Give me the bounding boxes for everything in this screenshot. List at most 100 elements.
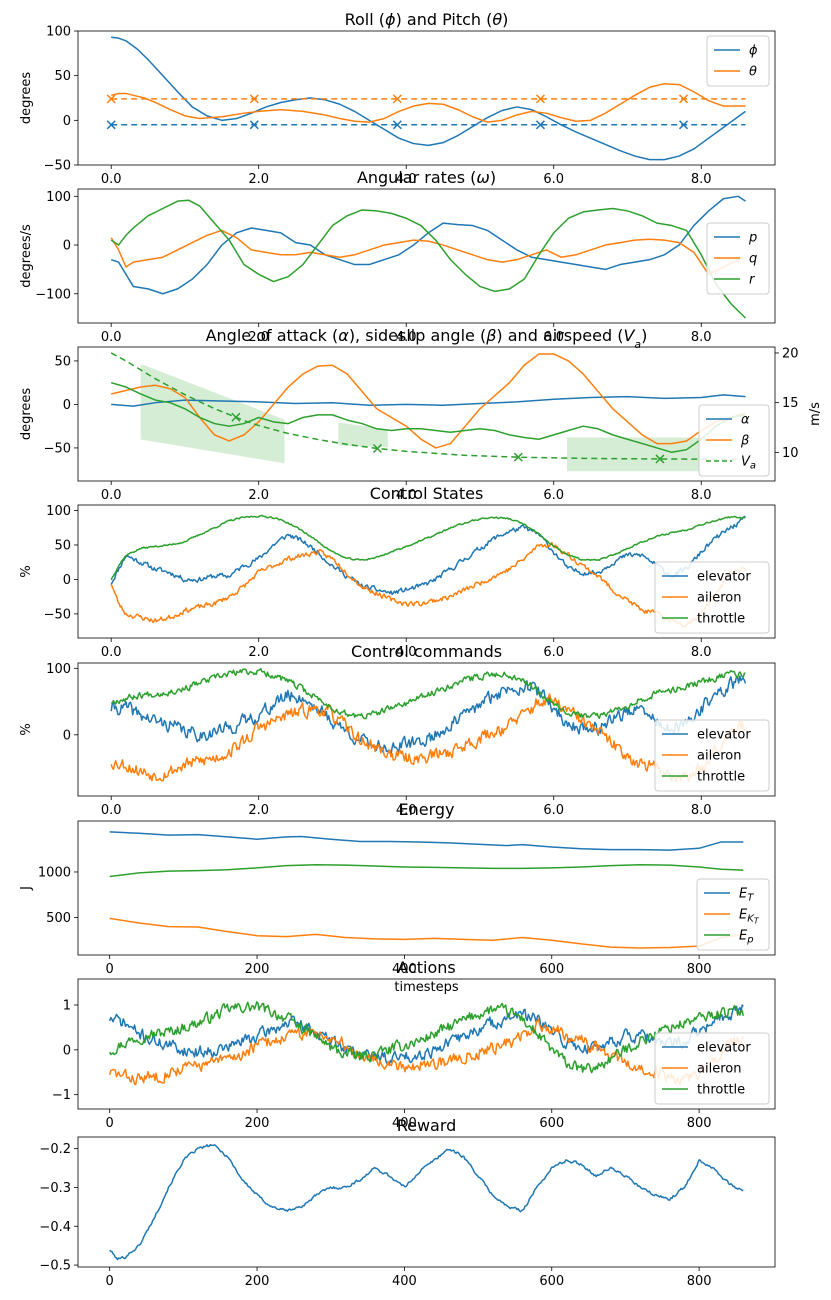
legend-label: aileron xyxy=(697,749,741,764)
series-line-3 xyxy=(110,514,746,581)
legend-label: elevator xyxy=(697,570,751,585)
x-tick-label: 6.0 xyxy=(543,172,564,187)
x-tick-label: 200 xyxy=(245,1116,270,1131)
uncertainty-band-1 xyxy=(140,363,285,464)
legend-box xyxy=(706,35,770,87)
series-line-3 xyxy=(110,199,747,319)
series-4-marker-1 xyxy=(106,94,116,104)
legend-label: throttle xyxy=(697,1083,745,1098)
subplot-3: 0.0 2.0 4.0 6.0 8.0 −50 0 50 10 15 20 degrees m/s Ang… xyxy=(19,326,823,503)
series-line-2 xyxy=(110,541,747,628)
axes-frame xyxy=(77,346,776,482)
x-tick-label: 6.0 xyxy=(543,803,564,818)
series-line-3 xyxy=(111,667,746,720)
x-tick-label: 800 xyxy=(687,1274,712,1289)
x-tick-label: 4.0 xyxy=(396,803,417,818)
series-line-2 xyxy=(111,82,746,123)
legend: elevator aileron throttle xyxy=(654,719,770,792)
legend-label: throttle xyxy=(697,612,745,627)
y-tick-label: −50 xyxy=(44,607,71,622)
series-line-2 xyxy=(110,229,746,276)
subplot-1: 0.0 2.0 4.0 6.0 8.0 −50 0 50 100 degrees Roll (ϕ) … xyxy=(19,10,776,187)
x-tick-label: 400 xyxy=(392,962,417,977)
legend-label: Va xyxy=(741,455,756,472)
series-line-1 xyxy=(109,1143,744,1261)
y-tick-label: 0 xyxy=(63,728,71,743)
y-tick-label: 100 xyxy=(46,504,71,519)
x-tick-label: 400 xyxy=(392,1116,417,1131)
y-tick-label: 100 xyxy=(46,190,71,205)
y-axis-label: degrees xyxy=(19,72,34,125)
x-tick-label: 600 xyxy=(539,1274,564,1289)
x-tick-label: 0 xyxy=(106,962,114,977)
y-axis-label: % xyxy=(19,565,34,577)
x-tick-label: 2.0 xyxy=(248,172,269,187)
subplot-4: 0.0 2.0 4.0 6.0 8.0 −50 0 50 100% Control States e… xyxy=(19,484,776,660)
legend-label: aileron xyxy=(697,591,741,606)
chart-title: Reward xyxy=(397,1116,457,1135)
series-line-4 xyxy=(110,352,746,461)
y-tick-label: 1 xyxy=(63,999,71,1014)
series-line-3 xyxy=(109,863,744,878)
series-line-2 xyxy=(111,353,746,449)
axes-frame xyxy=(77,188,776,324)
series-4-marker-2 xyxy=(372,443,382,453)
series-line-3 xyxy=(110,381,746,454)
subplot-7: 0 200 400 600 800 −1 0 1 Actions elevator aileron t… xyxy=(52,958,776,1131)
x-tick-label: 8.0 xyxy=(691,488,712,503)
legend-label: aileron xyxy=(697,1062,741,1077)
series-line-2 xyxy=(109,917,744,949)
legend-box xyxy=(654,719,770,792)
legend: αβ Va xyxy=(698,404,770,477)
y-tick-label: 0 xyxy=(63,1043,71,1058)
series-line-1 xyxy=(108,1004,744,1066)
y-tick-label: 50 xyxy=(54,69,71,84)
series-3-marker-3 xyxy=(392,120,402,130)
y-tick-label: −1 xyxy=(52,1088,71,1103)
series-line-1 xyxy=(110,675,747,756)
series-4-marker-3 xyxy=(513,452,523,462)
series-3-marker-1 xyxy=(106,120,116,130)
y-tick-label: 1000 xyxy=(38,865,71,880)
series-4-marker-3 xyxy=(392,94,402,104)
y-tick-label: 0 xyxy=(63,114,71,129)
subplot-2: 0.0 2.0 4.0 6.0 8.0 −100 0 100 degrees/s Angular … xyxy=(19,168,776,345)
y-tick-label: 500 xyxy=(46,911,71,926)
y-tick-label: −0.2 xyxy=(39,1142,71,1157)
axes-frame xyxy=(77,978,776,1110)
y-tick-label: −0.4 xyxy=(39,1220,71,1235)
y2-tick-label: 10 xyxy=(782,446,799,461)
y-axis-label: J xyxy=(19,886,34,891)
x-tick-label: 6.0 xyxy=(543,488,564,503)
legend-label: EKT xyxy=(739,908,760,926)
x-tick-label: 0.0 xyxy=(101,803,122,818)
legend-label: throttle xyxy=(697,770,745,785)
y-tick-label: 0 xyxy=(63,398,71,413)
series-line-2 xyxy=(110,693,747,783)
y-tick-label: 0 xyxy=(63,573,71,588)
legend-label: ET xyxy=(739,887,754,904)
subplot-5: 0.0 2.0 4.0 6.0 8.0 0 100% Control commands elev… xyxy=(19,642,776,818)
legend-label: α xyxy=(741,413,750,428)
x-tick-label: 4.0 xyxy=(396,330,417,345)
y-axis-label: degrees xyxy=(19,388,34,441)
axes-frame xyxy=(77,504,776,639)
legend: ϕθ xyxy=(706,35,770,87)
legend-label: θ xyxy=(749,65,757,80)
x-tick-label: 4.0 xyxy=(396,172,417,187)
legend: elevator aileron throttle xyxy=(654,1032,770,1105)
legend-label: elevator xyxy=(697,728,751,743)
chart-title: Control States xyxy=(370,484,484,503)
chart-title: Angle of attack (α), sideslip angle (β) … xyxy=(206,326,648,351)
legend: elevator aileron throttle xyxy=(654,561,770,634)
series-line-1 xyxy=(111,394,746,407)
x-tick-label: 2.0 xyxy=(248,488,269,503)
legend: ET EKT Ep xyxy=(696,878,770,951)
y-tick-label: 100 xyxy=(46,25,71,40)
x-tick-label: 800 xyxy=(687,962,712,977)
x-tick-label: 0.0 xyxy=(101,488,122,503)
y-tick-label: −0.5 xyxy=(39,1259,71,1274)
chart-title: Actions xyxy=(397,958,455,977)
